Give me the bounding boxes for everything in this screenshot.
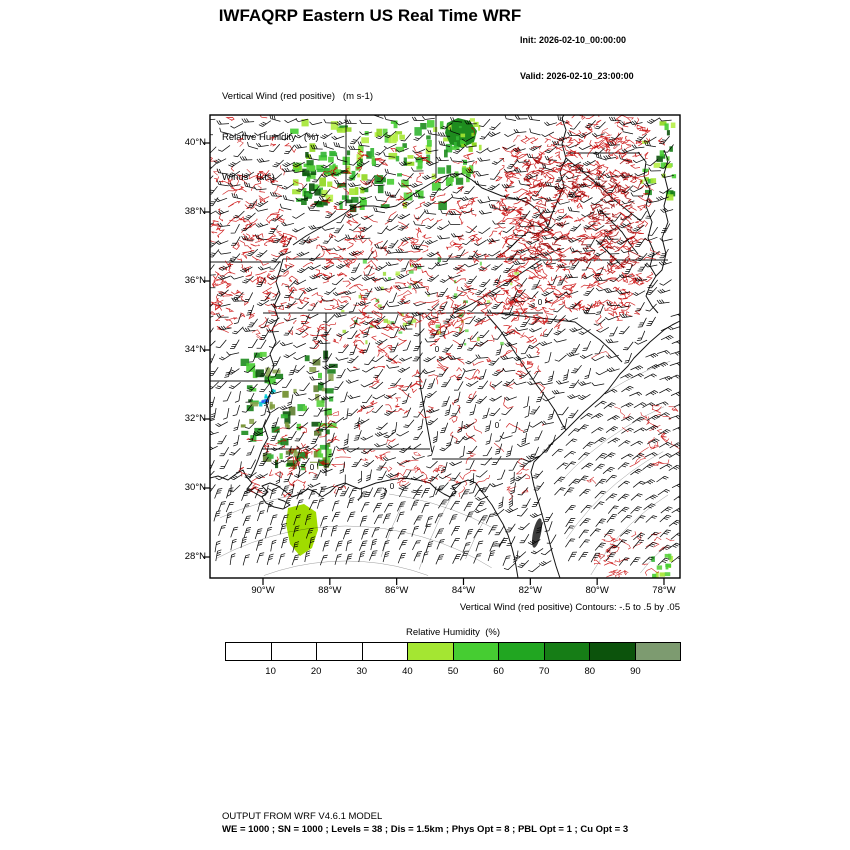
colorbar-cell — [543, 642, 590, 661]
colorbar-tick-label: 10 — [265, 666, 276, 677]
svg-text:0: 0 — [390, 482, 395, 491]
legend-vertical-wind: Vertical Wind (red positive) (m s-1) — [222, 91, 373, 102]
colorbar-title: Relative Humidity (%) — [406, 627, 500, 638]
footer-params: WE = 1000 ; SN = 1000 ; Levels = 38 ; Di… — [222, 824, 629, 835]
layer-legend: Vertical Wind (red positive) (m s-1) Rel… — [222, 63, 373, 212]
footer-model: OUTPUT FROM WRF V4.6.1 MODEL — [222, 811, 383, 822]
colorbar-cell — [589, 642, 636, 661]
colorbar-cell — [634, 642, 681, 661]
colorbar-cell — [452, 642, 499, 661]
colorbar-tick-label: 80 — [584, 666, 596, 677]
page-title: IWFAQRP Eastern US Real Time WRF — [218, 6, 522, 25]
colorbar-cell — [225, 642, 272, 661]
svg-text:0: 0 — [310, 463, 315, 472]
lon-tick-label: 88°W — [318, 585, 342, 596]
colorbar-cell — [498, 642, 545, 661]
svg-text:0: 0 — [538, 298, 543, 307]
lat-tick-label: 32°N — [184, 413, 206, 424]
colorbar-cell — [361, 642, 408, 661]
svg-text:0: 0 — [495, 421, 500, 430]
colorbar-tick-label: 40 — [402, 666, 413, 677]
weather-map: 0 0 0 0 0 — [203, 114, 681, 585]
contour-caption: Vertical Wind (red positive) Contours: -… — [459, 602, 680, 613]
lat-tick-label: 28°N — [184, 551, 206, 562]
lon-tick-label: 90°W — [251, 585, 275, 596]
lat-tick-label: 38°N — [184, 206, 206, 217]
colorbar-tick-label: 30 — [356, 666, 368, 677]
colorbar-cell — [407, 642, 454, 661]
run-times: Init: 2026-02-10_00:00:00 Valid: 2026-02… — [520, 10, 634, 106]
lon-tick-label: 80°W — [585, 585, 609, 596]
colorbar-cell — [270, 642, 317, 661]
lon-tick-label: 78°W — [652, 585, 676, 596]
colorbar-tick-label: 70 — [538, 666, 550, 677]
colorbar-tick-label: 90 — [630, 666, 641, 677]
lon-tick-label: 86°W — [384, 585, 409, 596]
colorbar-cell — [316, 642, 363, 661]
colorbar-tick-label: 60 — [493, 666, 504, 677]
lon-tick-label: 82°W — [518, 585, 542, 596]
colorbar — [225, 642, 681, 661]
lat-tick-label: 36°N — [184, 275, 206, 286]
legend-relative-humidity: Relative Humidity (%) — [222, 131, 319, 143]
colorbar-tick-label: 20 — [310, 666, 322, 677]
svg-text:0: 0 — [435, 345, 440, 354]
init-time: Init: 2026-02-10_00:00:00 — [520, 35, 627, 45]
legend-winds: Winds (kts) — [222, 172, 275, 183]
lat-tick-label: 30°N — [184, 482, 206, 493]
lat-tick-label: 40°N — [184, 137, 206, 148]
colorbar-tick-label: 50 — [447, 666, 459, 677]
lon-tick-label: 84°W — [451, 585, 476, 596]
lat-tick-label: 34°N — [184, 344, 206, 355]
valid-time: Valid: 2026-02-10_23:00:00 — [520, 71, 634, 81]
